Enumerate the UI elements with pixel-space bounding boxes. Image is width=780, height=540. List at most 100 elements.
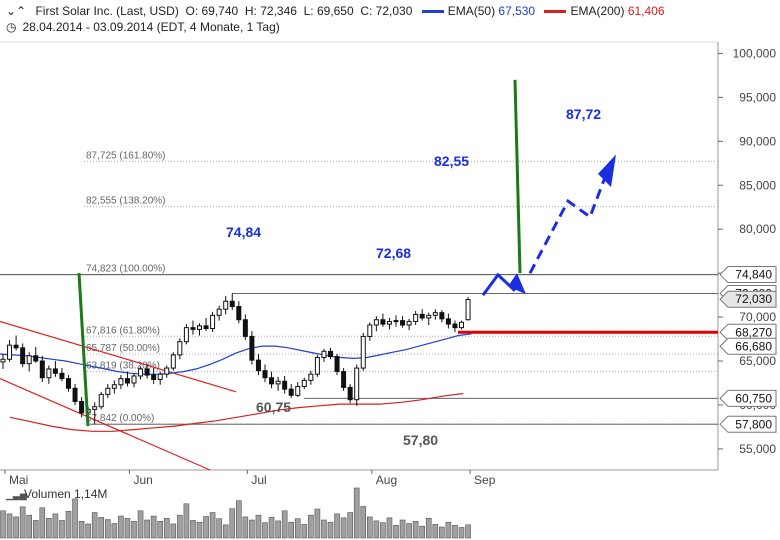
candle-body xyxy=(229,300,235,308)
ema200-line xyxy=(9,392,464,432)
x-tick-label: Aug xyxy=(376,473,397,487)
candle-body xyxy=(92,406,98,410)
volume-bar xyxy=(314,508,321,539)
volume-bar xyxy=(268,517,275,539)
fib-level-label: 57,842 (0.00%) xyxy=(86,413,154,424)
volume-bar xyxy=(144,519,150,539)
x-tick-label: Jul xyxy=(251,473,266,487)
price-annotation: 60,75 xyxy=(256,399,291,415)
open-value: O: 69,740 xyxy=(185,4,239,18)
candle-body xyxy=(269,377,275,385)
ema50-legend-swatch xyxy=(421,10,444,14)
volume-bar xyxy=(275,520,281,539)
fib-level-label: 63,819 (38.20%) xyxy=(86,360,160,371)
volume-bar xyxy=(452,524,458,539)
x-tick-label: Sep xyxy=(474,473,496,487)
y-tick-label: 80,000 xyxy=(739,222,776,236)
candle-body xyxy=(183,327,189,343)
candle-body xyxy=(98,393,104,408)
candle-body xyxy=(72,387,78,402)
candle-body xyxy=(52,368,58,374)
candle-body xyxy=(321,350,327,359)
volume-bar xyxy=(19,506,26,539)
price-marker-label: 72,030 xyxy=(735,292,772,306)
price-marker-label: 74,840 xyxy=(735,268,772,282)
y-tick-label: 100,000 xyxy=(733,46,777,60)
volume-bar xyxy=(91,512,98,539)
volume-bar xyxy=(465,524,471,539)
candle-body xyxy=(7,344,13,360)
y-tick-label: 65,000 xyxy=(739,354,776,368)
volume-bar xyxy=(196,521,203,539)
volume-bar xyxy=(39,507,46,539)
volume-bar xyxy=(0,510,6,539)
volume-bar xyxy=(281,510,288,539)
candle-body xyxy=(413,313,419,322)
fib-level-label: 67,816 (61.80%) xyxy=(86,325,160,336)
candle-body xyxy=(13,344,19,349)
candle-body xyxy=(406,320,412,326)
volume-bar xyxy=(65,510,72,539)
volume-bar xyxy=(308,514,314,539)
volume-bar xyxy=(229,508,236,539)
candle-body xyxy=(111,384,117,389)
candle-body xyxy=(367,324,373,337)
high-value: H: 72,346 xyxy=(244,4,297,18)
volume-bar xyxy=(321,519,327,539)
volume-bar xyxy=(327,521,334,539)
candle-body xyxy=(393,320,399,323)
clock-icon: ◷ xyxy=(6,20,17,34)
ema50-legend-label: EMA(50) xyxy=(447,4,496,18)
volume-bar xyxy=(124,517,131,539)
candle-body xyxy=(459,321,464,329)
fib-level-label: 87,725 (161.80%) xyxy=(86,150,166,161)
y-tick-label: 55,000 xyxy=(739,442,776,456)
y-tick-label: 95,000 xyxy=(739,90,776,104)
candle-body xyxy=(118,378,124,386)
volume-bar xyxy=(137,510,144,539)
candle-body xyxy=(301,379,307,388)
volume-bar xyxy=(458,527,465,539)
price-marker-box xyxy=(719,389,777,407)
candle-body xyxy=(46,368,52,379)
candle-body xyxy=(144,368,150,376)
candle-body xyxy=(255,359,261,372)
price-marker-label: 68,270 xyxy=(735,325,772,339)
ema50-legend-value: 67,530 xyxy=(498,4,536,18)
candle-body xyxy=(39,360,45,379)
candle-body xyxy=(105,387,111,395)
candle-body xyxy=(341,371,347,388)
volume-bar xyxy=(288,521,295,539)
volume-bar xyxy=(334,513,340,539)
fib-level-label: 74,823 (100.00%) xyxy=(86,264,166,275)
candle-body xyxy=(157,373,163,380)
candle-body xyxy=(419,313,425,319)
volume-bar xyxy=(72,498,78,539)
volume-bar xyxy=(425,517,432,539)
candle-body xyxy=(20,347,26,365)
candle-body xyxy=(426,314,432,319)
candle-body xyxy=(236,306,242,321)
candle-body xyxy=(452,323,458,329)
volume-bar xyxy=(118,515,124,539)
candle-body xyxy=(0,358,6,363)
volume-bar xyxy=(236,500,242,539)
candle-body xyxy=(66,378,71,389)
channel-upper-line xyxy=(0,320,237,393)
volume-bar xyxy=(85,523,91,539)
volume-bar xyxy=(183,503,190,539)
volume-bar xyxy=(419,525,426,539)
projection-arrowhead-1 xyxy=(508,273,526,295)
price-marker-box xyxy=(719,290,777,308)
volume-bar xyxy=(150,515,157,539)
ema200-legend-label: EMA(200) xyxy=(570,4,625,18)
volume-bar xyxy=(131,521,137,539)
price-marker-box xyxy=(719,415,777,433)
candle-body xyxy=(360,335,366,369)
volume-bar xyxy=(177,514,183,539)
channel-lower-line xyxy=(0,378,211,471)
x-tick-label: Jun xyxy=(133,473,152,487)
price-annotation: 57,80 xyxy=(403,432,438,448)
volume-bar xyxy=(340,517,347,539)
